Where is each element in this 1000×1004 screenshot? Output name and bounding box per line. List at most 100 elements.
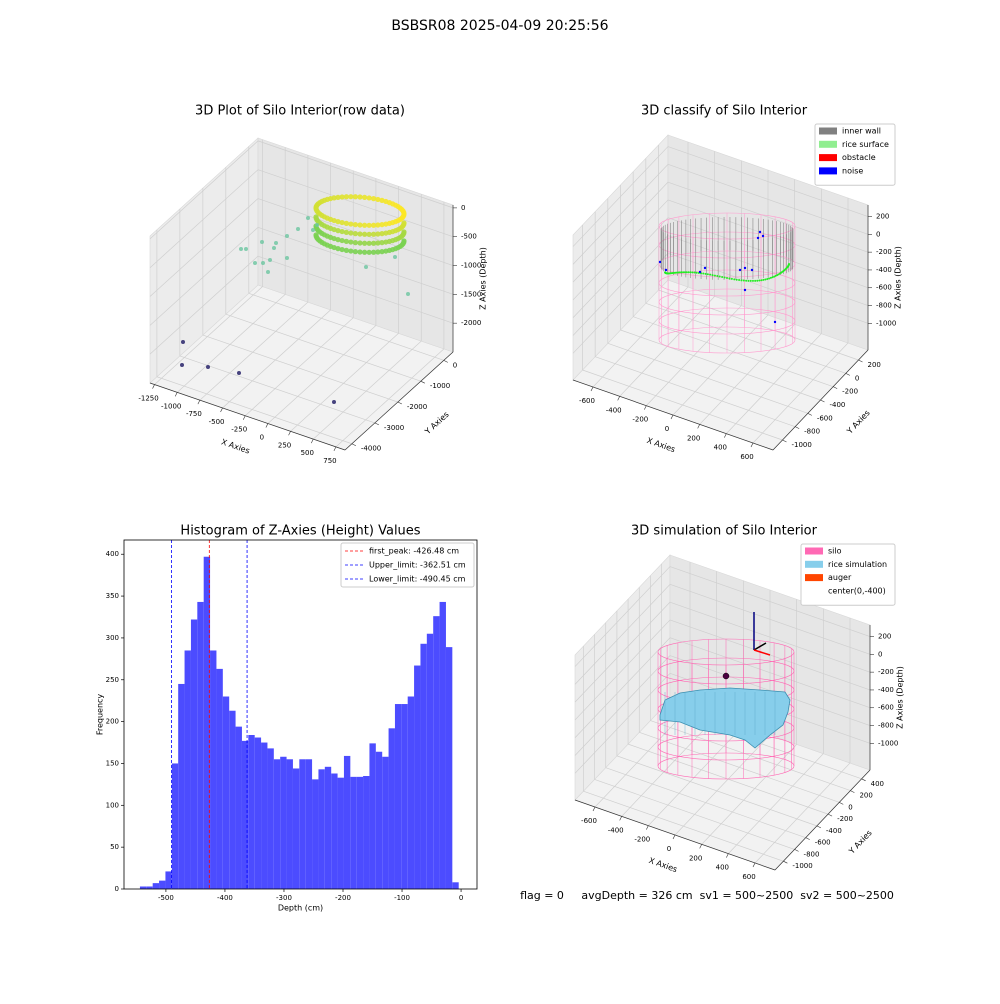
noise-point: [658, 260, 662, 264]
grid-line: [574, 601, 671, 703]
x-axis-label: Depth (cm): [278, 904, 323, 913]
tick-mark: [820, 399, 825, 403]
point: [361, 222, 368, 228]
point: [379, 240, 385, 246]
x-tick-label: -500: [158, 894, 174, 902]
rice-point: [735, 278, 738, 281]
rice-point: [776, 274, 779, 277]
y-tick-label: -3000: [384, 424, 404, 432]
rice-point: [716, 275, 719, 278]
grid-line: [257, 227, 454, 295]
tick-mark: [288, 431, 291, 436]
point: [268, 258, 272, 262]
grid-line: [728, 753, 824, 854]
tick-mark: [443, 360, 448, 363]
x-tick-label: -300: [276, 894, 292, 902]
y-tick-label: -200: [837, 815, 853, 823]
bar: [343, 755, 351, 889]
point: [393, 255, 397, 259]
legend-box: [340, 542, 475, 588]
bar: [420, 643, 427, 889]
x-tick-label: 500: [301, 449, 314, 457]
x-tick-label: 0: [667, 845, 671, 853]
point: [370, 249, 377, 255]
tick-mark: [672, 834, 676, 840]
x-tick-label: 250: [278, 441, 291, 449]
y-tick-label: -400: [826, 827, 842, 835]
status-text: flag = 0 avgDepth = 326 cm sv1 = 500~250…: [520, 889, 894, 902]
grid-line: [574, 673, 671, 774]
tick-mark: [374, 422, 380, 426]
rice-point: [687, 271, 690, 274]
subplot-title: 3D Plot of Silo Interior(row data): [195, 104, 405, 119]
bar: [254, 737, 262, 889]
z-tick-label: -400: [878, 686, 894, 694]
simulation: [657, 612, 795, 780]
point: [343, 220, 350, 226]
tick-mark: [174, 392, 178, 397]
point: [332, 400, 336, 404]
grid-line: [313, 340, 422, 440]
bar: [216, 668, 223, 889]
point: [375, 196, 381, 203]
point: [313, 232, 319, 238]
y-tick-label: -4000: [361, 445, 381, 453]
point: [343, 194, 350, 200]
tick-mark: [619, 816, 622, 821]
point: [339, 237, 345, 244]
rice-point: [709, 273, 712, 276]
bar: [324, 766, 332, 889]
rice-point: [762, 278, 765, 281]
rice-point: [738, 279, 741, 282]
point: [331, 195, 337, 201]
tick-mark: [397, 401, 402, 405]
noise-point: [756, 236, 760, 240]
y-tick-label: 150: [106, 759, 119, 767]
rice-point: [718, 275, 721, 278]
grid-line: [595, 356, 796, 427]
legend-swatch: [819, 167, 837, 175]
tick-mark: [795, 426, 800, 429]
y-tick-label: -800: [804, 428, 820, 436]
noise-point: [773, 320, 777, 324]
axis-line: [772, 349, 869, 451]
legend-label: noise: [842, 166, 863, 175]
y-tick-label: 400: [106, 550, 119, 558]
point: [361, 194, 368, 200]
point: [311, 228, 315, 232]
legend-label: center(0,-400): [828, 586, 886, 595]
tick-mark: [351, 443, 357, 447]
point: [348, 248, 354, 254]
subplot-title: Histogram of Z-Axies (Height) Values: [180, 524, 420, 539]
bar: [267, 748, 274, 889]
bar: [229, 710, 236, 889]
legend-swatch: [805, 587, 823, 595]
y-tick-label: 200: [106, 718, 119, 726]
x-tick-label: -200: [335, 894, 351, 902]
x-tick-label: 400: [716, 864, 729, 872]
point: [352, 231, 359, 237]
bar: [414, 665, 421, 889]
tick-mark: [827, 813, 833, 817]
bar: [203, 556, 211, 889]
noise-point: [743, 288, 747, 292]
point: [383, 248, 389, 254]
grid-line: [639, 732, 840, 803]
grid-line: [149, 255, 259, 355]
tick-mark: [242, 415, 246, 420]
rice-point: [704, 272, 707, 275]
bar: [146, 886, 153, 889]
grid-line: [658, 289, 859, 361]
grid-line: [669, 566, 871, 637]
z-axis-label: Z Axies (Depth): [894, 246, 903, 309]
legend-label: Upper_limit: -362.51 cm: [369, 561, 466, 570]
point: [361, 249, 368, 255]
x-tick-label: -100: [394, 894, 410, 902]
bar: [350, 776, 357, 889]
grid-line: [244, 317, 354, 416]
point: [272, 246, 276, 250]
tick-mark: [697, 424, 700, 429]
y-tick-label: 200: [868, 361, 881, 369]
point: [406, 292, 410, 296]
point: [260, 240, 264, 244]
